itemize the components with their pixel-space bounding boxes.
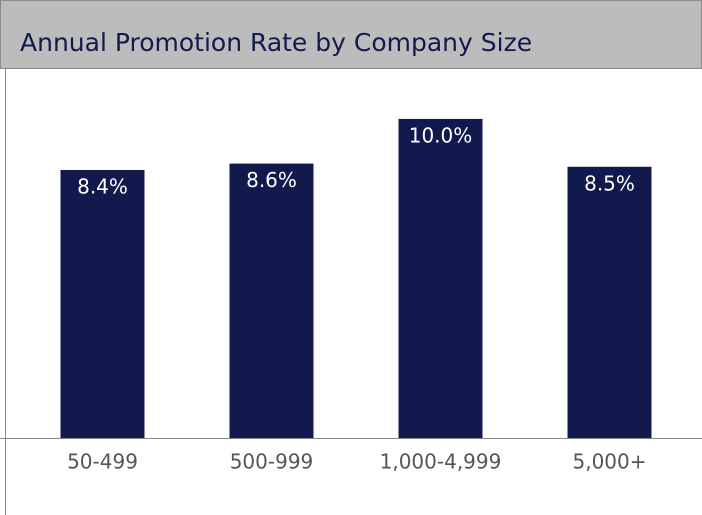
bar xyxy=(398,118,483,438)
x-tick-label: 500-999 xyxy=(230,450,314,474)
x-tick-label: 1,000-4,999 xyxy=(380,450,502,474)
value-label: 8.6% xyxy=(246,168,297,192)
x-tick-label: 50-499 xyxy=(67,450,138,474)
bar xyxy=(60,169,145,439)
bar xyxy=(229,163,314,438)
bar xyxy=(567,166,652,439)
title-bar xyxy=(0,0,702,69)
value-label: 10.0% xyxy=(409,123,473,147)
x-tick-label: 5,000+ xyxy=(572,450,646,474)
value-label: 8.4% xyxy=(77,174,128,198)
value-label: 8.5% xyxy=(584,171,635,195)
chart-title: Annual Promotion Rate by Company Size xyxy=(20,28,532,57)
